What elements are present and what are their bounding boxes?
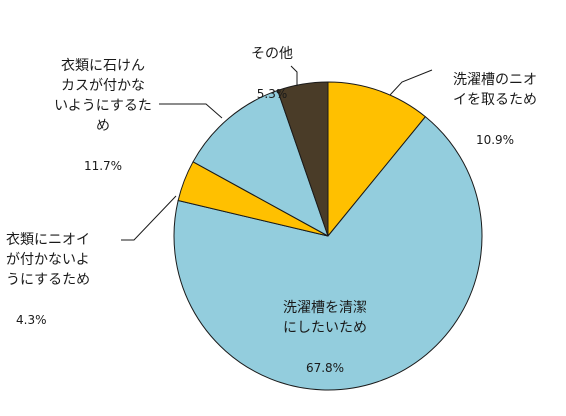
pie-slice-soap-scum <box>192 89 329 237</box>
pie-slice-clean-tub <box>173 116 483 391</box>
slice-label-odor-removal-text: 洗濯槽のニオ イを取るため <box>453 72 537 108</box>
leader-line-odor-removal <box>389 69 433 96</box>
leader-line-clothes-odor <box>121 195 177 241</box>
slice-value-clean-tub: 67.8% <box>305 361 345 375</box>
leader-lines <box>121 65 433 241</box>
slice-label-clothes-odor-text: 衣類にニオイ が付かないよ うにするため <box>6 232 91 288</box>
slice-label-clothes-odor: 衣類にニオイ が付かないよ うにするため 4.3% <box>6 210 116 330</box>
leader-line-soap-scum <box>159 103 223 119</box>
slice-label-soap-scum-text: 衣類に石けん カスが付かな いようにするた め <box>54 58 152 134</box>
slice-label-clean-tub: 洗濯槽を清潔 にしたいため 67.8% <box>250 278 400 378</box>
slice-value-clothes-odor: 4.3% <box>16 313 47 327</box>
slice-value-odor-removal: 10.9% <box>475 133 515 147</box>
slice-label-soap-scum: 衣類に石けん カスが付かな いようにするた め 11.7% <box>38 36 168 176</box>
slice-label-odor-removal: 洗濯槽のニオ イを取るため 10.9% <box>420 50 566 150</box>
leader-line-other <box>290 65 298 86</box>
slice-label-clean-tub-text: 洗濯槽を清潔 にしたいため <box>283 300 367 336</box>
pie-slice-odor-removal <box>327 81 426 237</box>
slice-value-soap-scum: 11.7% <box>83 159 123 173</box>
slice-label-other: その他 5.3% <box>232 24 312 104</box>
slice-label-other-text: その他 <box>251 46 293 62</box>
pie-slice-other <box>277 81 329 237</box>
pie-slices <box>173 81 483 391</box>
slice-value-other: 5.3% <box>256 87 288 101</box>
